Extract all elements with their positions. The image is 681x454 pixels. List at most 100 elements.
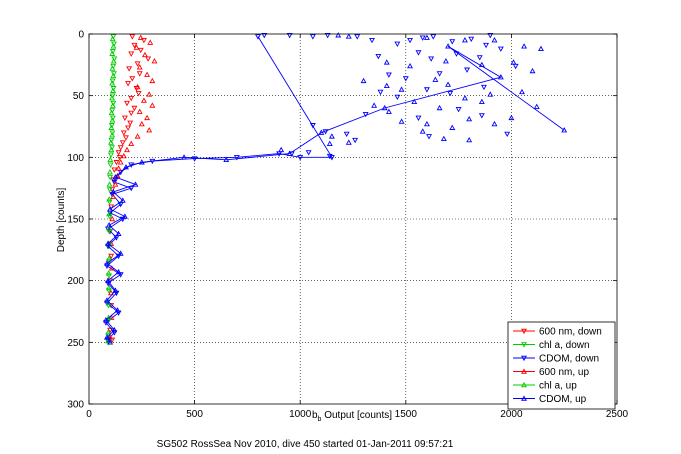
data-point <box>326 140 333 146</box>
y-tick-label: 50 <box>73 91 85 102</box>
legend-swatch-marker <box>521 342 527 348</box>
data-point <box>362 111 369 118</box>
data-point <box>491 120 498 127</box>
data-point <box>428 56 435 62</box>
data-point <box>468 36 475 43</box>
legend-entry: 600 nm, down <box>513 327 602 338</box>
data-point <box>106 222 113 228</box>
legend: 600 nm, down chl a, down CDOM, down 600 nm,… <box>507 321 616 410</box>
data-point <box>103 260 110 266</box>
data-point <box>261 33 268 39</box>
data-point <box>119 197 126 203</box>
data-point <box>305 150 312 156</box>
data-point <box>110 100 117 107</box>
data-point <box>309 34 316 40</box>
data-point <box>111 326 118 333</box>
data-point <box>107 206 114 212</box>
data-point <box>128 95 135 102</box>
data-point <box>109 95 115 101</box>
data-point <box>108 139 114 145</box>
data-point <box>113 290 120 297</box>
data-point <box>107 162 114 168</box>
legend-entry: CDOM, up <box>513 394 587 405</box>
data-point <box>383 82 390 89</box>
data-point <box>107 339 114 345</box>
data-point <box>115 268 122 275</box>
data-point <box>120 130 127 136</box>
data-point <box>134 61 141 67</box>
y-tick-label: 250 <box>67 338 84 349</box>
data-point <box>103 334 110 340</box>
data-point <box>106 196 113 202</box>
data-point <box>466 136 473 143</box>
data-point <box>137 34 144 40</box>
data-point <box>521 43 528 49</box>
data-point <box>483 42 490 49</box>
data-point <box>345 33 352 39</box>
data-point <box>455 107 462 113</box>
data-point <box>440 135 447 142</box>
data-point <box>394 41 401 47</box>
data-point <box>419 35 426 41</box>
data-point <box>117 159 124 165</box>
data-point <box>398 118 405 124</box>
data-point <box>151 58 158 64</box>
data-point <box>108 146 115 153</box>
data-point <box>135 90 142 97</box>
data-point <box>529 67 536 74</box>
data-point <box>449 39 456 45</box>
data-point <box>127 120 134 126</box>
x-tick-label: 2000 <box>500 409 523 420</box>
data-point <box>426 134 432 140</box>
data-point <box>133 44 140 50</box>
data-point <box>144 71 151 77</box>
data-point <box>561 127 568 133</box>
data-series <box>102 32 568 346</box>
data-point <box>145 56 152 62</box>
data-point <box>125 125 132 131</box>
data-point <box>126 66 133 72</box>
data-point <box>398 86 405 92</box>
data-point <box>106 169 113 175</box>
data-point <box>109 35 116 42</box>
data-point <box>328 133 335 139</box>
data-point <box>128 110 135 117</box>
data-point <box>352 137 359 144</box>
series-4 <box>105 35 117 344</box>
data-point <box>487 33 494 39</box>
data-point <box>407 37 413 44</box>
data-point <box>497 74 504 80</box>
data-point <box>105 329 112 335</box>
data-point <box>149 77 156 84</box>
data-point <box>115 230 122 237</box>
data-point <box>478 98 485 105</box>
data-point <box>411 98 418 105</box>
data-point <box>108 123 115 129</box>
data-point <box>136 108 143 114</box>
data-point <box>326 153 333 160</box>
data-point <box>111 330 118 336</box>
legend-box <box>507 321 616 410</box>
data-point <box>103 263 110 269</box>
data-point <box>371 102 378 108</box>
legend-label: chl a, up <box>539 381 577 392</box>
data-point <box>109 215 116 222</box>
legend-swatch-marker <box>521 381 527 388</box>
data-point <box>138 159 145 165</box>
data-point <box>464 67 471 73</box>
data-point <box>109 65 116 71</box>
data-point <box>369 37 375 44</box>
data-point <box>103 297 110 303</box>
data-point <box>142 51 148 58</box>
data-point <box>112 287 119 293</box>
data-point <box>131 42 138 49</box>
data-point <box>106 199 113 205</box>
data-point <box>233 155 240 161</box>
data-point <box>117 145 124 151</box>
data-point <box>146 127 153 133</box>
data-point <box>105 270 112 276</box>
data-point <box>108 109 115 116</box>
data-point <box>146 91 153 97</box>
legend-label: chl a, down <box>539 340 590 351</box>
